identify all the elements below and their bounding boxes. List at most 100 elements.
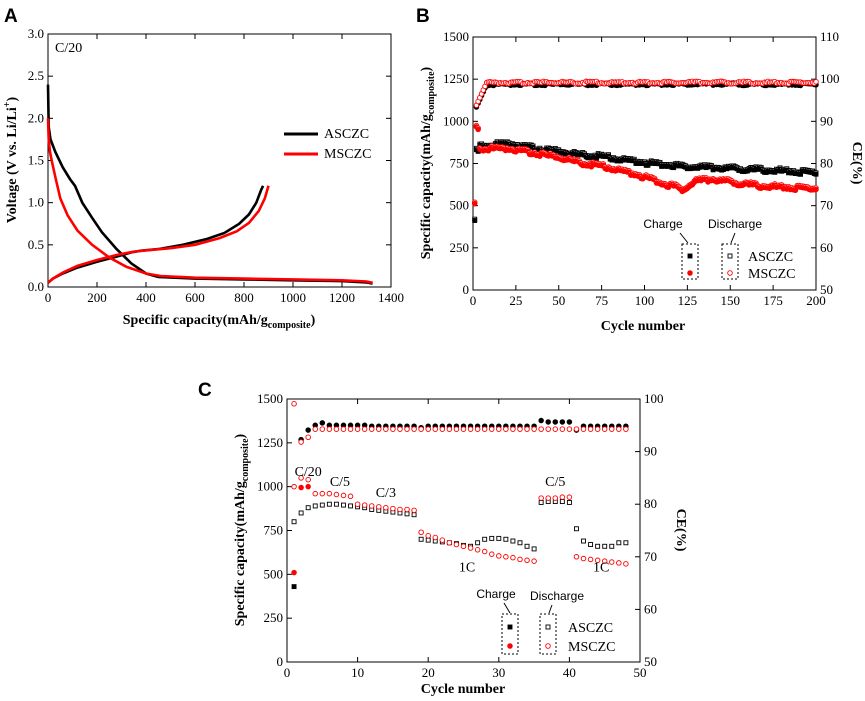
discharge-point-msczc: [432, 534, 439, 541]
ce-point-msczc: [496, 426, 502, 432]
charge-point-msczc: [471, 200, 478, 207]
legend-label-msczc: MSCZC: [324, 147, 371, 162]
discharge-point-asczc: [425, 537, 431, 543]
discharge-point-asczc: [326, 501, 332, 507]
x-tick-label: 0: [45, 290, 52, 305]
discharge-point-msczc: [333, 491, 340, 498]
legend-header-charge: Charge: [643, 217, 683, 231]
ce-point-asczc: [545, 419, 551, 425]
x-tick-label: 50: [552, 293, 565, 308]
ce-point-msczc: [376, 426, 382, 432]
discharge-point-asczc: [559, 499, 565, 505]
y-tick-label: 1250: [257, 435, 283, 450]
legend-marker-discharge-asczc: [545, 624, 551, 630]
x-tick-label: 10: [351, 665, 364, 680]
ce-point-msczc: [488, 426, 495, 432]
legend-marker-discharge-msczc: [545, 643, 551, 649]
ce-point-msczc: [474, 426, 481, 432]
ce-point-msczc: [517, 426, 523, 432]
y-tick-label: 1000: [257, 479, 283, 494]
legend-marker-discharge-asczc: [727, 253, 733, 259]
discharge-point-asczc: [489, 535, 495, 541]
discharge-point-asczc: [312, 503, 318, 509]
discharge-point-asczc: [503, 536, 509, 542]
discharge-point-asczc: [531, 546, 537, 552]
discharge-point-msczc: [354, 501, 361, 507]
ce-point-asczc: [319, 420, 326, 426]
discharge-point-asczc: [298, 510, 304, 516]
ce-point-msczc: [587, 426, 594, 432]
ce-point-asczc: [305, 427, 311, 433]
legend-marker-charge-msczc: [507, 643, 513, 649]
x-tick-label: 0: [284, 665, 291, 680]
discharge-point-asczc: [609, 543, 615, 549]
x-tick-label: 25: [509, 293, 522, 308]
ce-point-msczc: [298, 439, 304, 445]
ce-point-asczc: [538, 417, 544, 424]
ce-point-msczc: [390, 426, 396, 432]
discharge-point-asczc: [404, 511, 410, 517]
ce-point-msczc: [503, 426, 509, 432]
y-axis-title: Specific capacity(mAh/gcomposite): [419, 66, 437, 259]
series-line-msczc-discharge: [46, 118, 373, 285]
discharge-point-msczc: [467, 545, 474, 551]
charge-point-msczc: [305, 483, 311, 490]
ce-point-msczc: [418, 426, 424, 432]
legend-header-charge: Charge: [476, 587, 516, 601]
legend-box-discharge: [721, 243, 739, 280]
y2-axis-title: CE(%): [849, 142, 864, 185]
ce-point-msczc: [460, 426, 467, 432]
discharge-point-asczc: [482, 536, 488, 542]
discharge-point-msczc: [376, 504, 382, 510]
legend-marker-charge-msczc: [687, 270, 693, 276]
discharge-point-msczc: [609, 559, 615, 565]
y2-tick-label: 50: [820, 282, 833, 297]
ce-point-msczc: [361, 426, 368, 432]
legend-header-discharge: Discharge: [708, 217, 762, 231]
discharge-point-asczc: [305, 505, 311, 511]
y2-tick-label: 60: [820, 240, 833, 255]
discharge-point-asczc: [333, 501, 339, 507]
charge-point-msczc: [291, 569, 297, 576]
discharge-point-asczc: [602, 543, 608, 549]
discharge-point-asczc: [496, 535, 502, 541]
ce-point-msczc: [404, 426, 410, 432]
ce-point-msczc: [411, 426, 417, 432]
charge-point-asczc: [291, 584, 297, 590]
rate-label: C/20: [295, 465, 322, 480]
discharge-point-msczc: [425, 533, 431, 539]
charge-point-asczc: [472, 218, 478, 223]
series-line-asczc-discharge: [46, 84, 373, 285]
discharge-point-asczc: [524, 543, 530, 549]
discharge-point-msczc: [496, 553, 502, 559]
y-tick-label: 2.0: [28, 110, 44, 125]
ce-point-msczc: [347, 426, 354, 432]
ce-point-msczc: [531, 426, 537, 432]
y-tick-label: 750: [264, 523, 284, 538]
y-tick-label: 1500: [257, 391, 283, 406]
y2-tick-label: 80: [644, 496, 657, 511]
discharge-point-asczc: [595, 543, 601, 549]
legend-header-discharge: Discharge: [530, 589, 584, 603]
x-tick-label: 40: [563, 665, 576, 680]
discharge-point-msczc: [298, 475, 304, 481]
ce-point-msczc: [481, 426, 488, 432]
y-tick-label: 0.5: [28, 237, 44, 252]
discharge-point-msczc: [305, 476, 311, 483]
legend-label-asczc: ASCZC: [568, 621, 613, 636]
x-tick-label: 200: [806, 293, 826, 308]
ce-point-msczc: [559, 426, 566, 432]
x-tick-label: 800: [234, 290, 254, 305]
ce-point-msczc: [524, 426, 530, 432]
legend-marker-discharge-msczc: [727, 270, 733, 276]
legend-box-discharge: [539, 613, 557, 655]
x-tick-label: 175: [763, 293, 783, 308]
x-tick-label: 400: [136, 290, 156, 305]
discharge-point-msczc: [594, 557, 601, 564]
discharge-point-msczc: [439, 537, 446, 543]
discharge-point-msczc: [510, 554, 516, 561]
ce-point-msczc: [467, 426, 474, 432]
discharge-point-asczc: [348, 503, 353, 509]
ce-point-msczc: [545, 426, 551, 432]
discharge-point-msczc: [623, 561, 629, 567]
